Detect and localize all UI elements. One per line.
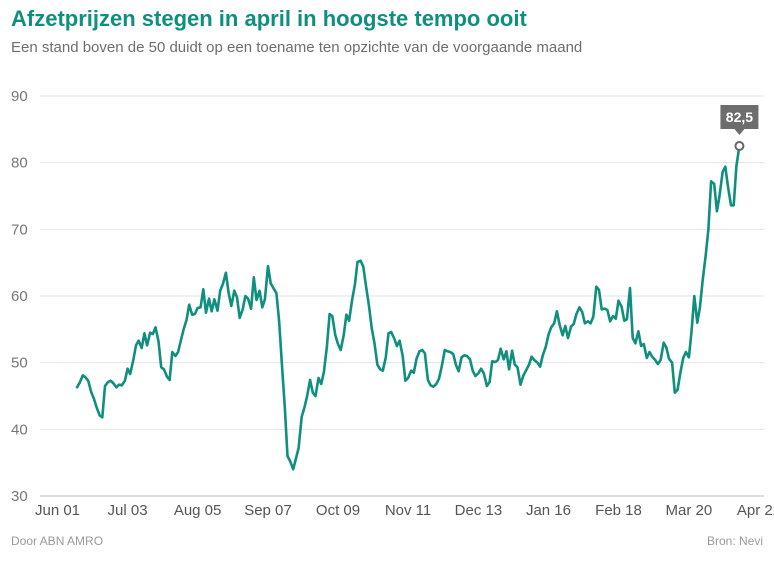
x-tick-label: Jul 03 (108, 502, 148, 519)
x-tick-label: Jun 01 (35, 502, 80, 519)
y-tick-label: 60 (11, 288, 28, 305)
grid-lines (40, 95, 764, 497)
y-tick-label: 80 (11, 155, 28, 172)
callout-box (720, 105, 759, 129)
x-tick-label: Mar 20 (666, 502, 713, 519)
footer-source: Bron: Nevi (706, 534, 763, 548)
x-tick-label: Oct 09 (316, 502, 360, 519)
last-value-marker (734, 141, 745, 151)
x-tick-label: Aug 05 (174, 502, 222, 519)
chart-subtitle: Een stand boven de 50 duidt op een toena… (11, 39, 583, 56)
chart-title: Afzetprijzen stegen in april in hoogste … (11, 6, 527, 31)
footer-credit: Door ABN AMRO (11, 534, 104, 548)
series-layer (75, 144, 741, 471)
annotation-layer: 82,5 (720, 105, 759, 151)
x-tick-label: Apr 22 (737, 502, 774, 519)
series-line-0 (75, 144, 741, 471)
y-tick-label: 90 (11, 88, 28, 105)
x-tick-label: Sep 07 (244, 502, 292, 519)
y-tick-label: 40 (11, 421, 28, 438)
y-tick-label: 50 (11, 355, 28, 372)
x-tick-label: Jan 16 (526, 502, 571, 519)
y-axis: 30 40 50 60 70 80 90 (11, 88, 28, 505)
x-tick-label: Dec 13 (455, 502, 503, 519)
x-axis: Jun 01 Jul 03 Aug 05 Sep 07 Oct 09 Nov 11 Dec … (35, 502, 774, 519)
callout-pointer (734, 129, 745, 135)
callout-label: 82,5 (726, 109, 753, 125)
x-tick-label: Feb 18 (595, 502, 642, 519)
y-tick-label: 70 (11, 221, 28, 238)
x-tick-label: Nov 11 (385, 502, 431, 519)
y-tick-label: 30 (11, 488, 28, 505)
